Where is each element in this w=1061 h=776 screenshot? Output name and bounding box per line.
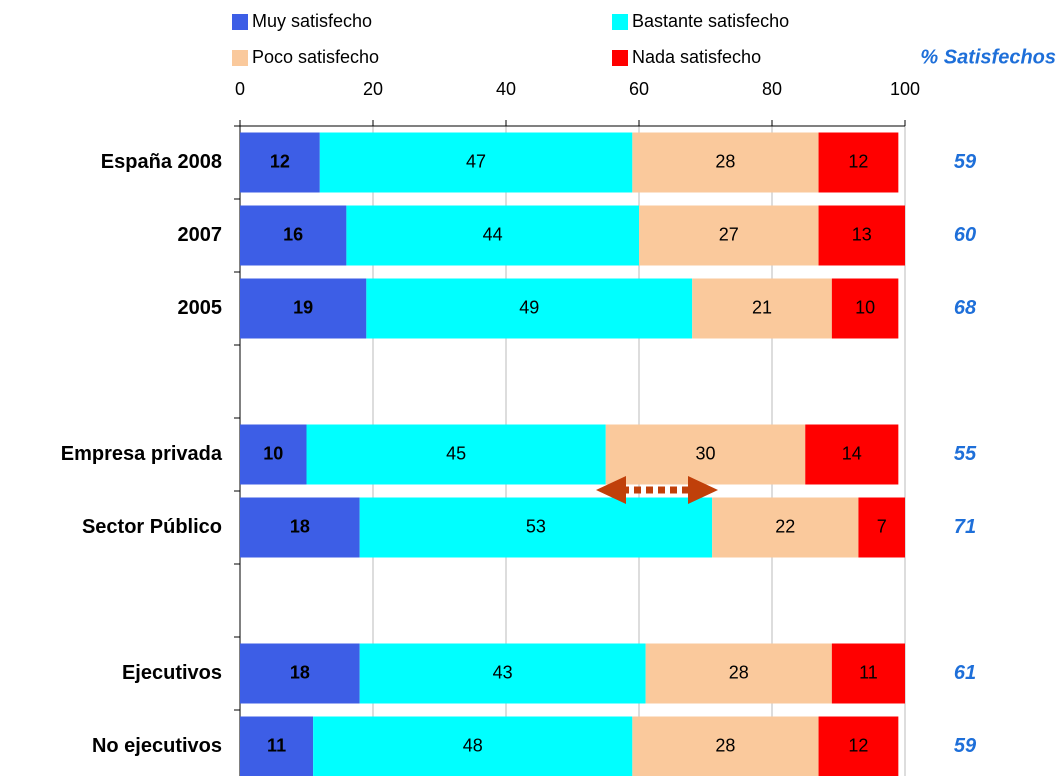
bar-value-label: 45: [446, 443, 466, 463]
category-label: Sector Público: [82, 516, 222, 538]
x-tick-label: 20: [363, 79, 383, 99]
arrow-annotation: [596, 476, 718, 504]
bar-value-label: 11: [267, 735, 286, 755]
bar-segment: [346, 205, 639, 266]
bar-value-label: 30: [695, 443, 715, 463]
bar-segment: [240, 424, 307, 485]
bar-segment: [818, 132, 899, 193]
legend-swatch: [612, 14, 628, 30]
bar-value-label: 48: [463, 735, 483, 755]
right-column-value: 59: [954, 735, 977, 757]
legend-label: Poco satisfecho: [252, 47, 379, 67]
bar-segment: [240, 205, 347, 266]
bar-value-label: 49: [519, 297, 539, 317]
category-label: No ejecutivos: [92, 735, 222, 757]
bar-value-label: 27: [719, 224, 739, 244]
legend-swatch: [232, 50, 248, 66]
bar-segment: [240, 643, 360, 704]
x-tick-label: 0: [235, 79, 245, 99]
bar-value-label: 19: [293, 297, 313, 317]
bar-segment: [818, 205, 905, 266]
category-label: Empresa privada: [61, 443, 223, 465]
bar-value-label: 12: [270, 151, 290, 171]
bar-segment: [359, 643, 646, 704]
bar-value-label: 10: [855, 297, 875, 317]
bar-segment: [240, 278, 367, 339]
bar-value-label: 7: [877, 516, 887, 536]
bar-segment: [632, 132, 819, 193]
bar-segment: [692, 278, 832, 339]
bar-segment: [240, 716, 314, 776]
right-column-title: % Satisfechos: [920, 46, 1056, 68]
right-column-value: 55: [954, 443, 977, 465]
bar-value-label: 13: [852, 224, 872, 244]
bar-value-label: 43: [493, 662, 513, 682]
bar-value-label: 14: [842, 443, 862, 463]
bar-value-label: 16: [283, 224, 303, 244]
bar-value-label: 28: [715, 151, 735, 171]
legend-label: Bastante satisfecho: [632, 11, 789, 31]
legend-swatch: [612, 50, 628, 66]
category-label: España 2008: [101, 151, 222, 173]
bar-segment: [313, 716, 633, 776]
right-column-value: 68: [954, 297, 977, 319]
bar-segment: [645, 643, 832, 704]
bar-value-label: 11: [859, 662, 878, 682]
legend-label: Muy satisfecho: [252, 11, 372, 31]
bar-segment: [712, 497, 859, 558]
bar-value-label: 53: [526, 516, 546, 536]
bar-segment: [359, 497, 713, 558]
bar-value-label: 12: [848, 735, 868, 755]
right-column-value: 59: [954, 151, 977, 173]
legend-swatch: [232, 14, 248, 30]
bar-segment: [805, 424, 899, 485]
bar-segment: [639, 205, 819, 266]
bar-value-label: 44: [483, 224, 503, 244]
bar-value-label: 28: [715, 735, 735, 755]
category-label: 2005: [178, 297, 223, 319]
bar-value-label: 21: [752, 297, 772, 317]
bar-segment: [366, 278, 693, 339]
bar-value-label: 18: [290, 662, 310, 682]
right-column-value: 61: [954, 662, 976, 684]
legend-label: Nada satisfecho: [632, 47, 761, 67]
bar-value-label: 28: [729, 662, 749, 682]
x-tick-label: 80: [762, 79, 782, 99]
category-label: Ejecutivos: [122, 662, 222, 684]
bar-segment: [632, 716, 819, 776]
bar-segment: [858, 497, 905, 558]
x-tick-label: 100: [890, 79, 920, 99]
bar-value-label: 10: [263, 443, 283, 463]
bar-value-label: 12: [848, 151, 868, 171]
bar-segment: [605, 424, 806, 485]
x-tick-label: 40: [496, 79, 516, 99]
bar-segment: [306, 424, 606, 485]
right-column-value: 60: [954, 224, 976, 246]
bar-value-label: 47: [466, 151, 486, 171]
bar-value-label: 22: [775, 516, 795, 536]
x-tick-label: 60: [629, 79, 649, 99]
bar-segment: [240, 497, 360, 558]
bar-segment: [831, 643, 905, 704]
bar-segment: [818, 716, 899, 776]
category-label: 2007: [178, 224, 223, 246]
right-column-value: 71: [954, 516, 976, 538]
bar-segment: [240, 132, 320, 193]
bar-segment: [831, 278, 899, 339]
bar-segment: [319, 132, 633, 193]
bar-value-label: 18: [290, 516, 310, 536]
